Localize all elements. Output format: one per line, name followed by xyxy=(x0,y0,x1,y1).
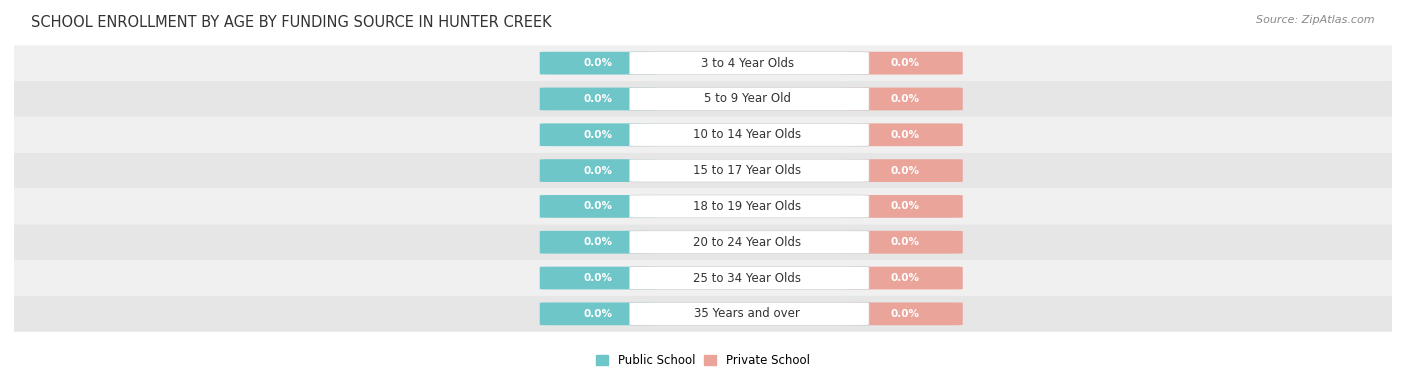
FancyBboxPatch shape xyxy=(842,302,963,325)
FancyBboxPatch shape xyxy=(630,267,869,290)
Text: 15 to 17 Year Olds: 15 to 17 Year Olds xyxy=(693,164,801,177)
Text: 0.0%: 0.0% xyxy=(583,166,612,176)
FancyBboxPatch shape xyxy=(842,52,963,75)
Text: 0.0%: 0.0% xyxy=(890,58,920,68)
FancyBboxPatch shape xyxy=(630,87,869,110)
FancyBboxPatch shape xyxy=(540,302,655,325)
FancyBboxPatch shape xyxy=(540,87,655,110)
FancyBboxPatch shape xyxy=(14,224,1392,260)
FancyBboxPatch shape xyxy=(14,117,1392,153)
FancyBboxPatch shape xyxy=(630,231,869,254)
FancyBboxPatch shape xyxy=(842,87,963,110)
Text: 20 to 24 Year Olds: 20 to 24 Year Olds xyxy=(693,236,801,249)
Text: 0.0%: 0.0% xyxy=(583,130,612,140)
Legend: Public School, Private School: Public School, Private School xyxy=(592,349,814,372)
FancyBboxPatch shape xyxy=(630,302,869,325)
FancyBboxPatch shape xyxy=(842,195,963,218)
FancyBboxPatch shape xyxy=(842,123,963,146)
Text: 0.0%: 0.0% xyxy=(890,166,920,176)
FancyBboxPatch shape xyxy=(630,159,869,182)
FancyBboxPatch shape xyxy=(14,45,1392,81)
Text: 18 to 19 Year Olds: 18 to 19 Year Olds xyxy=(693,200,801,213)
FancyBboxPatch shape xyxy=(14,260,1392,296)
FancyBboxPatch shape xyxy=(540,267,655,290)
Text: 0.0%: 0.0% xyxy=(890,94,920,104)
Text: 0.0%: 0.0% xyxy=(890,237,920,247)
FancyBboxPatch shape xyxy=(630,195,869,218)
Text: 0.0%: 0.0% xyxy=(583,58,612,68)
FancyBboxPatch shape xyxy=(540,52,655,75)
FancyBboxPatch shape xyxy=(540,123,655,146)
FancyBboxPatch shape xyxy=(540,159,655,182)
Text: 10 to 14 Year Olds: 10 to 14 Year Olds xyxy=(693,128,801,141)
FancyBboxPatch shape xyxy=(14,81,1392,117)
Text: 0.0%: 0.0% xyxy=(890,273,920,283)
Text: 0.0%: 0.0% xyxy=(583,201,612,211)
FancyBboxPatch shape xyxy=(540,231,655,254)
FancyBboxPatch shape xyxy=(842,231,963,254)
Text: 0.0%: 0.0% xyxy=(583,309,612,319)
FancyBboxPatch shape xyxy=(842,267,963,290)
FancyBboxPatch shape xyxy=(14,153,1392,188)
Text: 0.0%: 0.0% xyxy=(890,130,920,140)
Text: 35 Years and over: 35 Years and over xyxy=(695,307,800,320)
FancyBboxPatch shape xyxy=(630,123,869,146)
Text: 0.0%: 0.0% xyxy=(890,201,920,211)
Text: 3 to 4 Year Olds: 3 to 4 Year Olds xyxy=(700,57,793,70)
Text: 0.0%: 0.0% xyxy=(890,309,920,319)
Text: 0.0%: 0.0% xyxy=(583,237,612,247)
FancyBboxPatch shape xyxy=(540,195,655,218)
FancyBboxPatch shape xyxy=(14,188,1392,224)
Text: 0.0%: 0.0% xyxy=(583,273,612,283)
Text: SCHOOL ENROLLMENT BY AGE BY FUNDING SOURCE IN HUNTER CREEK: SCHOOL ENROLLMENT BY AGE BY FUNDING SOUR… xyxy=(31,15,551,30)
FancyBboxPatch shape xyxy=(14,296,1392,332)
FancyBboxPatch shape xyxy=(630,52,869,75)
Text: 25 to 34 Year Olds: 25 to 34 Year Olds xyxy=(693,271,801,285)
Text: 5 to 9 Year Old: 5 to 9 Year Old xyxy=(703,92,790,106)
FancyBboxPatch shape xyxy=(842,159,963,182)
Text: 0.0%: 0.0% xyxy=(583,94,612,104)
Text: Source: ZipAtlas.com: Source: ZipAtlas.com xyxy=(1257,15,1375,25)
